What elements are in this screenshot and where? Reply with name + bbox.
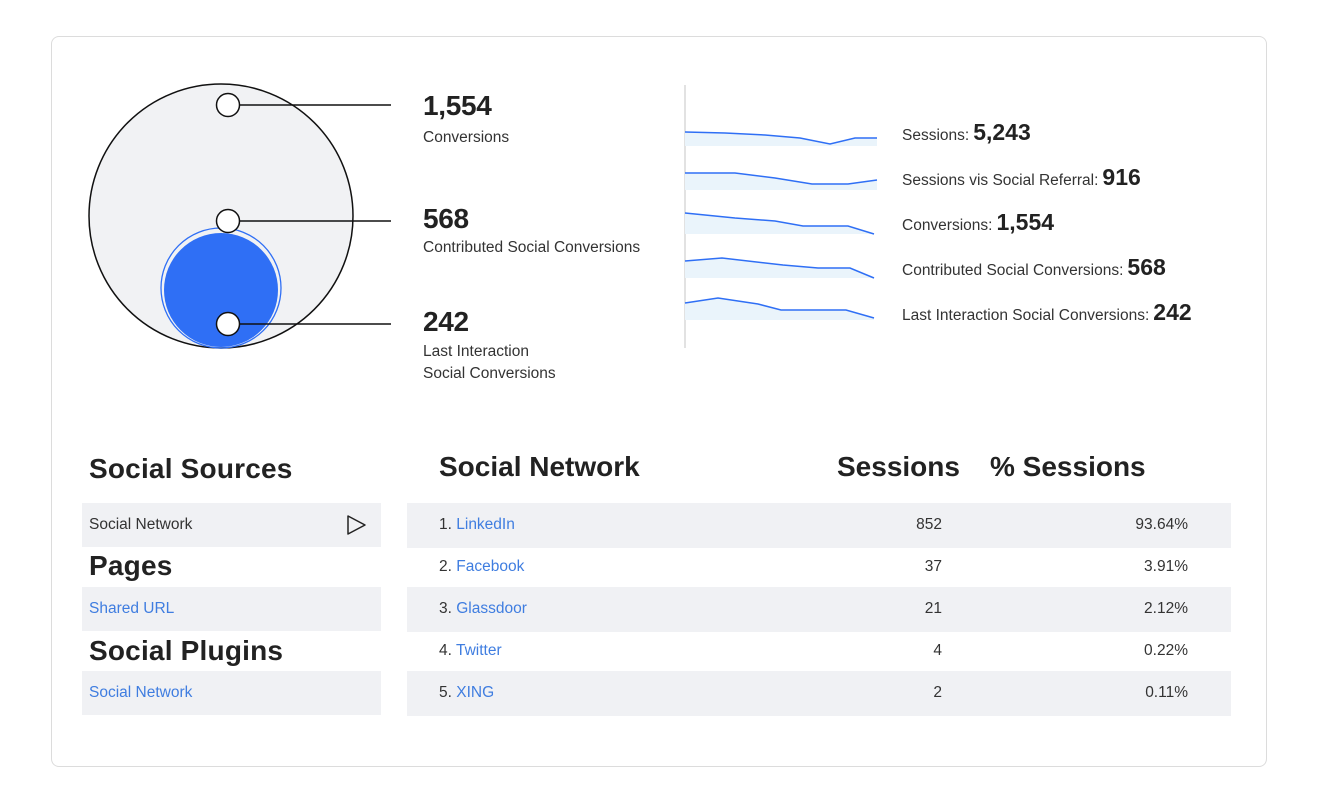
network-link-twitter[interactable]: Twitter <box>455 642 502 659</box>
pages-title: Pages <box>89 550 173 581</box>
social-sources-title: Social Sources <box>89 453 293 484</box>
table-row: 1. LinkedIn 852 93.64% <box>407 503 1231 548</box>
contributed-label: Contributed Social Conversions <box>423 239 641 256</box>
sparkline-value: 5,243 <box>973 119 1031 145</box>
sparkline-social-referral <box>685 172 878 190</box>
rank: 2. <box>439 558 452 575</box>
dashboard-card <box>51 36 1267 767</box>
shared-url-label: Shared URL <box>89 600 175 617</box>
sparkline-label-text: Sessions: <box>902 127 970 144</box>
sparkline-sessions <box>684 131 877 146</box>
sessions-cell: 4 <box>933 642 942 659</box>
rank: 1. <box>439 516 452 533</box>
sparkline-label-contributed: Contributed Social Conversions: 568 <box>902 254 1166 281</box>
sparkline-value: 1,554 <box>996 209 1055 235</box>
sparkline-label-text: Last Interaction Social Conversions: <box>902 307 1150 324</box>
social-plugins-title: Social Plugins <box>89 635 284 666</box>
shared-url-link[interactable]: Shared URL <box>82 587 381 631</box>
social-network-source-label: Social Network <box>89 516 193 533</box>
sparkline-value: 916 <box>1102 164 1141 190</box>
network-link-xing[interactable]: XING <box>456 684 495 701</box>
rank: 4. <box>439 642 452 659</box>
pct-cell: 2.12% <box>1144 600 1188 617</box>
sessions-cell: 2 <box>933 684 942 701</box>
sparkline-last-interaction <box>684 297 875 320</box>
sparkline-label-social-referral: Sessions vis Social Referral: 916 <box>902 164 1141 191</box>
sparkline-label-sessions: Sessions: 5,243 <box>902 119 1031 146</box>
last-interaction-value: 242 <box>423 306 469 337</box>
table-row: 4. Twitter 4 0.22% <box>407 632 1231 671</box>
sparkline-value: 568 <box>1127 254 1166 280</box>
sessions-cell: 37 <box>924 558 942 575</box>
inner-circle <box>164 233 278 347</box>
social-network-plugin-link[interactable]: Social Network <box>82 671 381 715</box>
last-interaction-label-line2: Social Conversions <box>423 365 556 382</box>
sessions-cell: 852 <box>916 516 942 533</box>
table-row: 5. XING 2 0.11% <box>407 671 1231 716</box>
header-social-network: Social Network <box>439 451 640 482</box>
network-link-facebook[interactable]: Facebook <box>456 558 525 575</box>
network-cell: 1. LinkedIn <box>439 516 515 534</box>
sparkline-label-conversions: Conversions: 1,554 <box>902 209 1054 236</box>
pct-cell: 3.91% <box>1144 558 1188 575</box>
sparkline-label-text: Contributed Social Conversions: <box>902 262 1124 279</box>
social-network-source-item[interactable]: Social Network <box>82 503 381 547</box>
sparkline-value: 242 <box>1153 299 1192 325</box>
network-cell: 2. Facebook <box>439 558 524 576</box>
marker-dot-1 <box>215 92 241 118</box>
rank: 5. <box>439 684 452 701</box>
social-network-plugin-label: Social Network <box>89 684 193 701</box>
network-cell: 5. XING <box>439 684 494 702</box>
sparkline-conversions <box>684 212 875 235</box>
pct-cell: 0.11% <box>1145 684 1188 701</box>
rank: 3. <box>439 600 452 617</box>
header-sessions: Sessions <box>837 451 960 482</box>
marker-dot-3 <box>215 311 241 337</box>
sparkline-label-last-interaction: Last Interaction Social Conversions: 242 <box>902 299 1192 326</box>
sparkline-label-text: Conversions: <box>902 217 993 234</box>
table-row: 2. Facebook 37 3.91% <box>407 548 1231 587</box>
play-icon[interactable] <box>345 514 367 536</box>
marker-dot-2 <box>215 208 241 234</box>
pct-cell: 0.22% <box>1144 642 1188 659</box>
sessions-cell: 21 <box>924 600 942 617</box>
table-row: 3. Glassdoor 21 2.12% <box>407 587 1231 632</box>
sparkline-contributed <box>684 257 875 279</box>
conversions-value: 1,554 <box>423 90 492 121</box>
network-link-glassdoor[interactable]: Glassdoor <box>456 600 527 617</box>
last-interaction-label-line1: Last Interaction <box>423 343 529 360</box>
network-cell: 4. Twitter <box>439 642 502 660</box>
network-link-linkedin[interactable]: LinkedIn <box>456 516 515 533</box>
contributed-value: 568 <box>423 203 469 234</box>
network-cell: 3. Glassdoor <box>439 600 527 618</box>
conversion-funnel-diagram <box>88 83 878 349</box>
conversions-label: Conversions <box>423 129 510 146</box>
sparkline-label-text: Sessions vis Social Referral: <box>902 172 1099 189</box>
header-pct-sessions: % Sessions <box>990 451 1146 482</box>
pct-cell: 93.64% <box>1135 516 1188 533</box>
